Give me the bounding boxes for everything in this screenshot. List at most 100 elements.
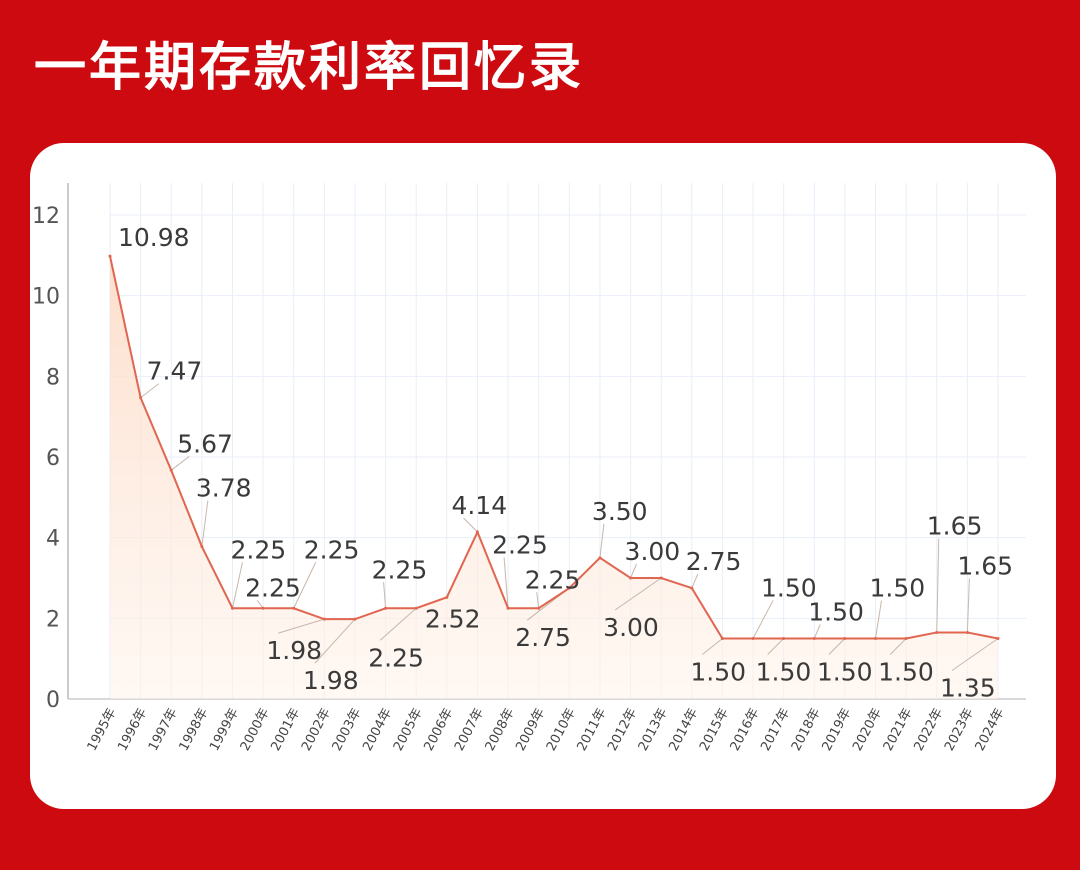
data-label: 1.35: [940, 674, 996, 703]
label-leader-line: [379, 607, 417, 641]
data-point: [782, 637, 786, 640]
data-point: [965, 630, 969, 634]
data-label: 2.25: [230, 535, 286, 564]
data-point: [874, 637, 878, 640]
data-point: [292, 606, 296, 610]
data-label: 3.78: [196, 474, 252, 503]
data-point: [812, 637, 816, 640]
data-label: 1.50: [870, 574, 926, 603]
data-point: [904, 637, 908, 640]
data-label: 2.75: [515, 623, 571, 652]
label-leader-line: [231, 562, 243, 609]
y-tick-label: 0: [46, 688, 60, 713]
data-label: 1.50: [817, 658, 873, 687]
label-leader-line: [256, 599, 264, 609]
data-label: 3.00: [625, 537, 681, 566]
y-tick-label: 10: [32, 285, 60, 310]
label-leader-line: [278, 618, 325, 634]
data-label: 7.47: [147, 357, 203, 386]
data-label: 1.98: [303, 666, 359, 695]
chart-card: 0 2 4 6 8 10 12 1995年 1996年 1997年 1998年 1999年 2000年…: [30, 143, 1056, 809]
data-point: [751, 637, 755, 640]
y-tick-label: 8: [46, 365, 60, 390]
data-point: [598, 556, 602, 560]
label-leader-line: [691, 573, 699, 589]
label-leader-line: [966, 578, 970, 633]
label-leader-line: [936, 538, 940, 633]
data-point: [169, 468, 173, 472]
area-fill: [110, 256, 998, 699]
data-point: [843, 637, 847, 640]
series-line: [109, 255, 999, 640]
data-point: [629, 576, 633, 580]
data-point: [108, 254, 112, 258]
data-label: 1.98: [266, 636, 322, 665]
data-label: 2.52: [425, 604, 481, 633]
label-leader-line: [828, 638, 846, 655]
label-leader-line: [951, 638, 999, 671]
label-leader-line: [813, 624, 821, 639]
data-point: [506, 606, 510, 610]
data-label: 1.50: [756, 658, 812, 687]
label-leader-line: [170, 455, 190, 471]
data-label: 1.65: [927, 511, 983, 540]
x-tick-label: 2024年: [973, 706, 1008, 754]
data-label: 3.00: [603, 613, 659, 642]
data-label: 3.50: [592, 497, 648, 526]
data-label: 1.50: [761, 574, 817, 603]
data-label: 2.75: [686, 547, 742, 576]
label-leader-line: [702, 638, 723, 655]
data-label: 1.65: [957, 551, 1013, 580]
data-label: 2.25: [245, 573, 301, 602]
data-point: [720, 637, 724, 640]
data-point: [659, 576, 663, 580]
data-label: 2.25: [372, 555, 428, 584]
data-label: 2.25: [304, 535, 360, 564]
label-leader-line: [293, 562, 317, 609]
data-label: 1.50: [808, 598, 864, 627]
label-leader-line: [314, 618, 356, 664]
data-label: 1.50: [690, 658, 746, 687]
page-title: 一年期存款利率回忆录: [34, 38, 585, 98]
data-point: [230, 606, 234, 610]
data-point: [996, 637, 1000, 640]
data-label: 2.25: [492, 530, 548, 559]
data-point: [139, 396, 143, 400]
data-label: 5.67: [177, 429, 233, 458]
data-point: [475, 530, 479, 534]
label-leader-line: [889, 638, 907, 655]
y-tick-label: 12: [32, 204, 60, 229]
label-leader-line: [599, 523, 605, 558]
y-tick-label: 2: [46, 607, 60, 632]
data-point: [384, 606, 388, 610]
label-leader-line: [752, 600, 774, 639]
data-point: [935, 630, 939, 634]
label-leader-line: [463, 517, 478, 533]
y-tick-label: 4: [46, 527, 60, 552]
data-point: [537, 606, 541, 610]
data-point: [322, 617, 326, 621]
data-point: [200, 545, 204, 549]
data-label: 2.25: [525, 565, 581, 594]
label-leader-line: [503, 557, 509, 609]
data-label: 2.25: [368, 643, 424, 672]
data-point: [261, 606, 265, 610]
data-point: [567, 586, 571, 590]
data-label: 10.98: [118, 223, 190, 252]
data-point: [414, 606, 418, 610]
data-point: [353, 617, 357, 621]
label-leader-line: [383, 582, 387, 609]
data-label: 1.50: [878, 658, 934, 687]
label-leader-line: [875, 600, 883, 639]
label-leader-line: [201, 500, 209, 547]
data-point: [690, 586, 694, 590]
label-leader-line: [536, 592, 540, 609]
label-leader-line: [767, 638, 785, 655]
label-leader-line: [140, 383, 159, 399]
data-label: 4.14: [451, 491, 507, 520]
data-point: [445, 595, 449, 599]
label-leader-line: [630, 563, 638, 579]
label-leader-line: [614, 577, 662, 611]
y-tick-label: 6: [46, 446, 60, 471]
